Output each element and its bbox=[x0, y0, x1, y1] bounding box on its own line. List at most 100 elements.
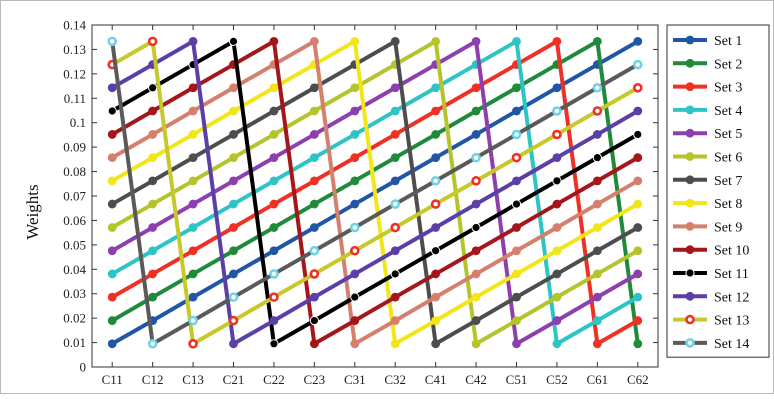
data-point-core bbox=[635, 85, 640, 90]
data-point bbox=[592, 223, 602, 232]
data-point bbox=[107, 292, 117, 302]
data-point-core bbox=[393, 201, 398, 207]
data-point bbox=[350, 199, 360, 209]
x-tick-label: C41 bbox=[425, 372, 447, 387]
data-point bbox=[309, 153, 319, 163]
data-point bbox=[471, 292, 481, 302]
data-point bbox=[592, 36, 602, 46]
data-point bbox=[390, 339, 400, 349]
legend-marker bbox=[685, 58, 695, 68]
data-point bbox=[269, 176, 279, 186]
legend-marker bbox=[685, 82, 695, 91]
legend-item: Set 11 bbox=[673, 267, 749, 282]
legend-label: Set 9 bbox=[714, 220, 742, 235]
data-point-core bbox=[634, 130, 642, 139]
y-tick-label: 0.04 bbox=[63, 262, 86, 277]
data-point-core bbox=[271, 294, 277, 300]
data-point bbox=[390, 130, 400, 139]
data-point bbox=[350, 36, 360, 46]
data-point bbox=[350, 130, 360, 139]
series-5 bbox=[107, 36, 643, 349]
x-tick-label: C13 bbox=[182, 372, 204, 387]
data-point bbox=[512, 223, 521, 232]
data-point bbox=[592, 246, 602, 256]
data-point-core bbox=[190, 318, 196, 323]
legend-label: Set 6 bbox=[714, 151, 742, 166]
data-point bbox=[552, 199, 562, 209]
data-point-core bbox=[391, 270, 399, 278]
data-point bbox=[512, 176, 521, 186]
data-point bbox=[188, 292, 198, 302]
data-point bbox=[471, 316, 481, 325]
data-point bbox=[512, 246, 521, 256]
data-point-core bbox=[190, 341, 196, 346]
data-point bbox=[552, 269, 562, 279]
data-point bbox=[148, 199, 158, 209]
y-tick-label: 0.05 bbox=[63, 237, 86, 252]
series-11 bbox=[107, 36, 643, 349]
data-point bbox=[431, 83, 441, 93]
data-point-core bbox=[595, 108, 600, 114]
y-tick-label: 0.02 bbox=[63, 311, 86, 326]
legend-item: Set 2 bbox=[673, 57, 742, 72]
y-tick-label: 0.1 bbox=[70, 115, 86, 130]
data-point bbox=[592, 176, 602, 186]
data-point-core bbox=[352, 225, 357, 230]
data-point-core bbox=[312, 271, 317, 277]
data-point bbox=[431, 316, 441, 325]
data-point bbox=[188, 83, 198, 93]
legend-item: Set 7 bbox=[673, 174, 742, 189]
y-tick-label: 0.11 bbox=[64, 91, 86, 106]
legend-label: Set 12 bbox=[714, 290, 749, 305]
legend-item: Set 3 bbox=[673, 81, 742, 96]
data-point bbox=[148, 130, 158, 139]
legend-box bbox=[666, 24, 770, 358]
data-point bbox=[309, 339, 319, 349]
data-point-core bbox=[514, 155, 519, 160]
data-point bbox=[633, 106, 643, 116]
data-point bbox=[512, 339, 521, 349]
data-point bbox=[471, 83, 481, 93]
data-point-core bbox=[635, 62, 640, 67]
data-point bbox=[633, 176, 643, 186]
data-point bbox=[592, 199, 602, 209]
data-point bbox=[350, 153, 360, 163]
data-point bbox=[229, 223, 238, 232]
series-line bbox=[110, 39, 640, 346]
data-point bbox=[107, 269, 117, 279]
data-point-core bbox=[554, 108, 560, 114]
data-point bbox=[309, 130, 319, 139]
data-point bbox=[552, 246, 562, 256]
data-point bbox=[552, 223, 562, 232]
data-point bbox=[431, 223, 441, 232]
data-point bbox=[107, 246, 117, 256]
x-tick-label: C31 bbox=[344, 372, 366, 387]
series-line bbox=[110, 39, 640, 346]
legend-marker bbox=[685, 175, 695, 185]
legend-item: Set 5 bbox=[673, 127, 742, 142]
legend-marker bbox=[685, 291, 695, 301]
data-point-core bbox=[473, 178, 479, 184]
series-line bbox=[110, 39, 640, 346]
x-tick-label: C32 bbox=[384, 372, 406, 387]
data-point bbox=[431, 339, 441, 349]
data-point bbox=[229, 130, 238, 139]
data-point-core bbox=[433, 201, 438, 207]
data-point bbox=[471, 199, 481, 209]
data-point-core bbox=[553, 177, 561, 185]
y-axis-title: Weights bbox=[23, 184, 42, 239]
data-point bbox=[552, 36, 562, 46]
data-point bbox=[148, 153, 158, 163]
legend-item: Set 13 bbox=[673, 314, 749, 329]
data-point bbox=[431, 269, 441, 279]
data-point bbox=[431, 292, 441, 302]
data-point bbox=[512, 83, 521, 93]
data-point-core bbox=[472, 223, 480, 232]
y-tick-label: 0.14 bbox=[63, 18, 86, 33]
legend-item: Set 1 bbox=[673, 34, 742, 49]
x-tick-label: C23 bbox=[304, 372, 326, 387]
data-point bbox=[229, 153, 238, 163]
data-point-core bbox=[271, 271, 277, 277]
data-point-core bbox=[231, 294, 236, 300]
data-point bbox=[188, 36, 198, 46]
